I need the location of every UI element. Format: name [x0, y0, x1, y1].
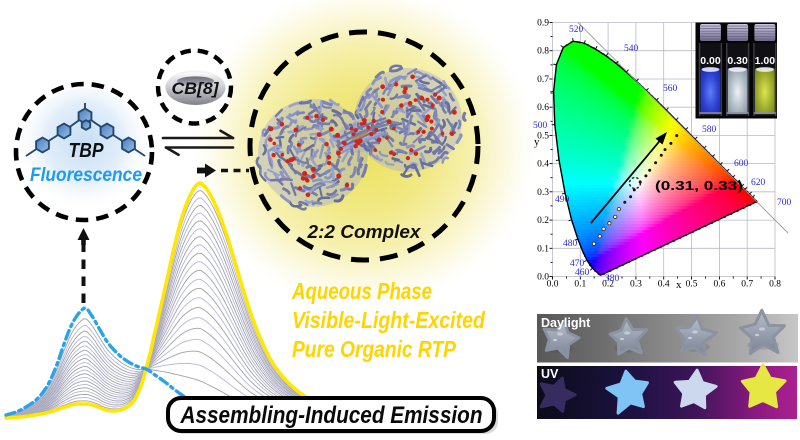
svg-text:1.00: 1.00 [755, 55, 776, 67]
svg-text:0.2: 0.2 [537, 216, 549, 226]
svg-text:0.3: 0.3 [630, 280, 642, 290]
svg-text:380: 380 [605, 274, 620, 284]
svg-text:Pure Organic RTP: Pure Organic RTP [292, 336, 457, 362]
svg-text:0.3: 0.3 [537, 188, 549, 198]
svg-text:0.4: 0.4 [537, 160, 549, 170]
svg-text:560: 560 [663, 84, 678, 94]
svg-text:700: 700 [777, 198, 792, 208]
svg-text:0.00: 0.00 [700, 55, 721, 67]
svg-text:0.2: 0.2 [602, 280, 614, 290]
svg-text:0.7: 0.7 [537, 75, 549, 85]
svg-text:0.1: 0.1 [574, 280, 586, 290]
svg-text:0.0: 0.0 [537, 273, 549, 283]
svg-text:620: 620 [751, 178, 766, 188]
svg-text:x: x [676, 279, 682, 291]
svg-text:UV: UV [541, 367, 559, 381]
svg-text:Daylight: Daylight [541, 316, 591, 330]
svg-text:0.8: 0.8 [769, 280, 781, 290]
svg-text:Aqueous Phase: Aqueous Phase [291, 278, 432, 304]
svg-text:0.1: 0.1 [537, 244, 549, 254]
svg-text:Visible-Light-Excited: Visible-Light-Excited [292, 307, 486, 333]
svg-text:580: 580 [702, 125, 717, 135]
svg-text:490: 490 [555, 195, 570, 205]
svg-text:0.0: 0.0 [547, 280, 559, 290]
svg-text:0.7: 0.7 [741, 280, 753, 290]
svg-text:TBP: TBP [69, 140, 105, 162]
svg-text:520: 520 [569, 25, 584, 35]
svg-text:0.6: 0.6 [713, 280, 725, 290]
svg-text:0.5: 0.5 [537, 131, 549, 141]
svg-text:540: 540 [624, 44, 639, 54]
svg-text:CB[8]: CB[8] [172, 79, 220, 98]
svg-text:0.30: 0.30 [727, 55, 748, 67]
svg-text:(0.31, 0.33): (0.31, 0.33) [655, 178, 743, 193]
svg-text:Assembling-Induced Emission: Assembling-Induced Emission [180, 402, 483, 429]
svg-text:600: 600 [734, 159, 749, 169]
svg-text:470: 470 [570, 259, 585, 269]
svg-text:460: 460 [575, 268, 590, 278]
svg-text:0.9: 0.9 [537, 19, 549, 29]
svg-text:0.4: 0.4 [658, 280, 670, 290]
svg-text:500: 500 [533, 121, 548, 131]
svg-text:Fluorescence: Fluorescence [30, 164, 142, 186]
svg-text:0.5: 0.5 [686, 280, 698, 290]
svg-text:0.6: 0.6 [537, 103, 549, 113]
svg-text:0.8: 0.8 [537, 47, 549, 57]
svg-text:y: y [534, 136, 540, 148]
svg-text:480: 480 [563, 239, 578, 249]
svg-text:2:2 Complex: 2:2 Complex [306, 221, 421, 242]
